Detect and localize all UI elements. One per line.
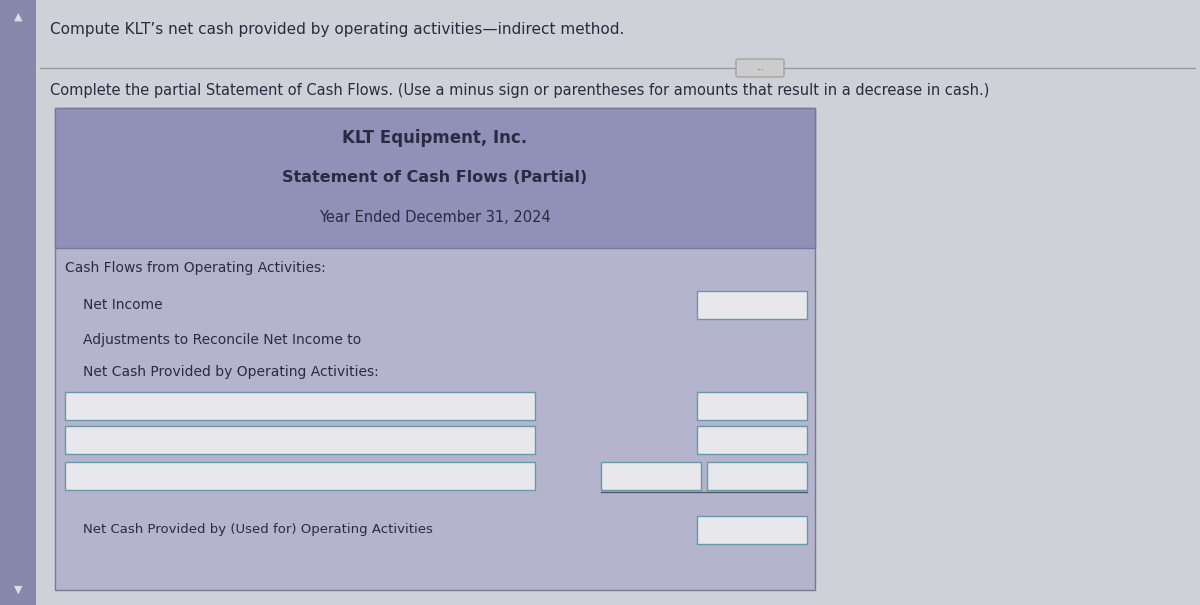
Text: ▲: ▲ [13, 12, 23, 22]
Bar [697, 426, 808, 454]
Text: Statement of Cash Flows (Partial): Statement of Cash Flows (Partial) [282, 171, 588, 186]
Text: Compute KLT’s net cash provided by operating activities—indirect method.: Compute KLT’s net cash provided by opera… [50, 22, 624, 37]
Bar [55, 108, 815, 248]
FancyBboxPatch shape [736, 59, 784, 77]
Bar [65, 392, 535, 420]
Bar [55, 108, 815, 590]
Bar [65, 426, 535, 454]
Text: Net Cash Provided by Operating Activities:: Net Cash Provided by Operating Activitie… [83, 365, 379, 379]
Text: Net Income: Net Income [83, 298, 163, 312]
Bar [697, 392, 808, 420]
Text: Cash Flows from Operating Activities:: Cash Flows from Operating Activities: [65, 261, 325, 275]
Text: Complete the partial Statement of Cash Flows. (Use a minus sign or parentheses f: Complete the partial Statement of Cash F… [50, 83, 989, 98]
Bar [707, 462, 808, 490]
Text: KLT Equipment, Inc.: KLT Equipment, Inc. [342, 129, 528, 147]
Bar [0, 0, 36, 605]
Bar [65, 462, 535, 490]
Text: Year Ended December 31, 2024: Year Ended December 31, 2024 [319, 211, 551, 226]
Text: Net Cash Provided by (Used for) Operating Activities: Net Cash Provided by (Used for) Operatin… [83, 523, 433, 537]
Bar [601, 462, 701, 490]
Bar [697, 291, 808, 319]
Bar [697, 516, 808, 544]
Text: Adjustments to Reconcile Net Income to: Adjustments to Reconcile Net Income to [83, 333, 361, 347]
Text: ▼: ▼ [13, 585, 23, 595]
Text: ...: ... [756, 64, 764, 73]
